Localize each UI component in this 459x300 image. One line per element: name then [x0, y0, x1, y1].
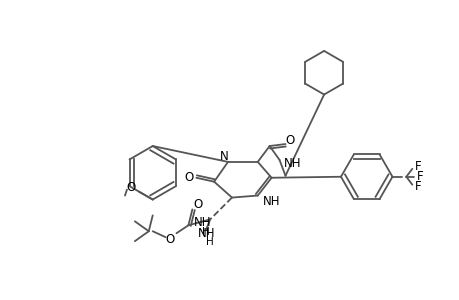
Text: NH: NH — [262, 195, 280, 208]
Text: O: O — [193, 198, 202, 211]
Text: O: O — [285, 134, 294, 147]
Text: O: O — [165, 233, 174, 246]
Text: F: F — [414, 180, 420, 193]
Text: O: O — [185, 171, 194, 184]
Text: H: H — [202, 227, 210, 237]
Text: N: N — [219, 150, 228, 164]
Text: NH: NH — [193, 216, 211, 229]
Text: F: F — [414, 160, 420, 173]
Text: NH: NH — [283, 158, 301, 170]
Text: F: F — [416, 170, 423, 183]
Text: H: H — [206, 237, 213, 247]
Text: O: O — [126, 181, 135, 194]
Text: NH: NH — [197, 227, 214, 240]
